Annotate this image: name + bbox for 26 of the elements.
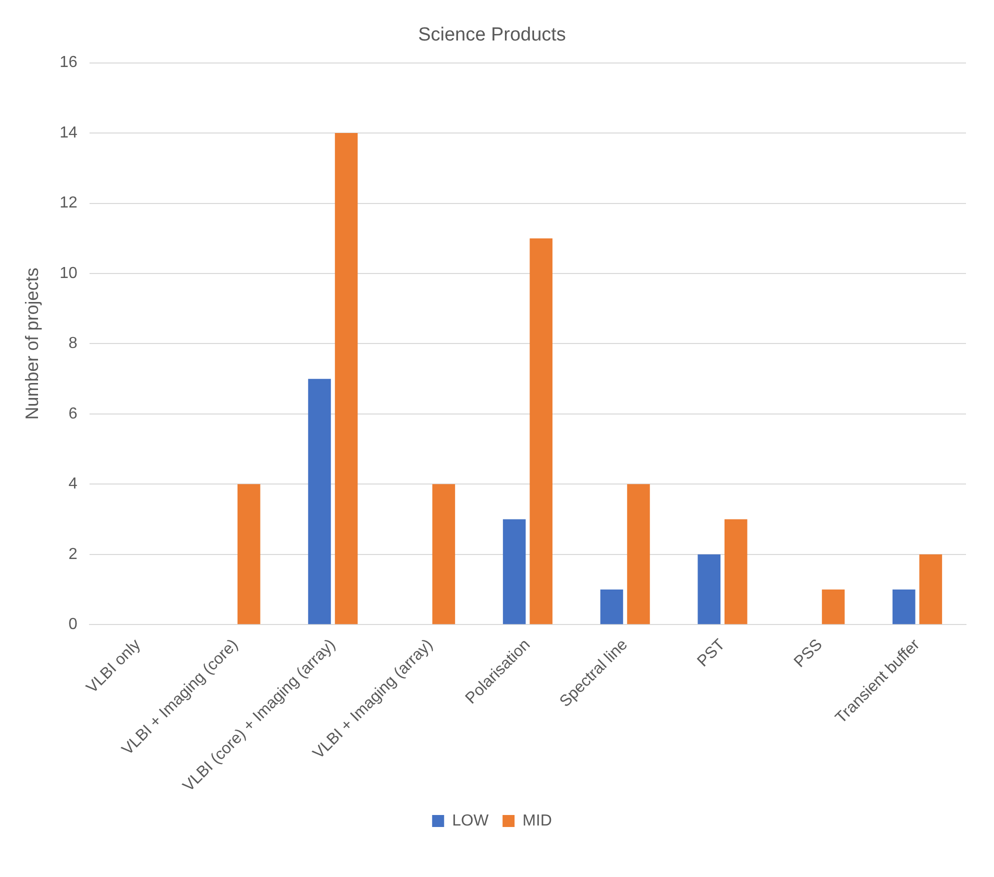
bar [502, 519, 526, 624]
y-tick-label: 8 [68, 335, 78, 352]
bar [892, 589, 916, 624]
bar [600, 589, 624, 624]
y-tick-label: 2 [68, 546, 78, 563]
y-axis-title: Number of projects [22, 268, 42, 420]
bar [308, 378, 331, 624]
legend-label: MID [522, 812, 552, 830]
bar [238, 484, 260, 624]
bar [698, 554, 720, 624]
chart-title: Science Products [418, 24, 566, 46]
bar [432, 484, 456, 624]
bar [822, 589, 845, 624]
bar [334, 133, 358, 624]
y-tick-label: 10 [60, 264, 78, 282]
y-tick-label: 16 [60, 54, 78, 72]
bar [530, 238, 552, 624]
bar [919, 554, 942, 624]
bar [724, 519, 748, 624]
legend-label: LOW [452, 812, 490, 830]
y-tick-label: 14 [60, 124, 78, 142]
y-tick-label: 6 [68, 405, 78, 422]
y-tick-label: 12 [60, 194, 78, 212]
y-tick-label: 0 [68, 616, 78, 634]
y-tick-label: 4 [68, 476, 78, 493]
bar [627, 484, 650, 624]
